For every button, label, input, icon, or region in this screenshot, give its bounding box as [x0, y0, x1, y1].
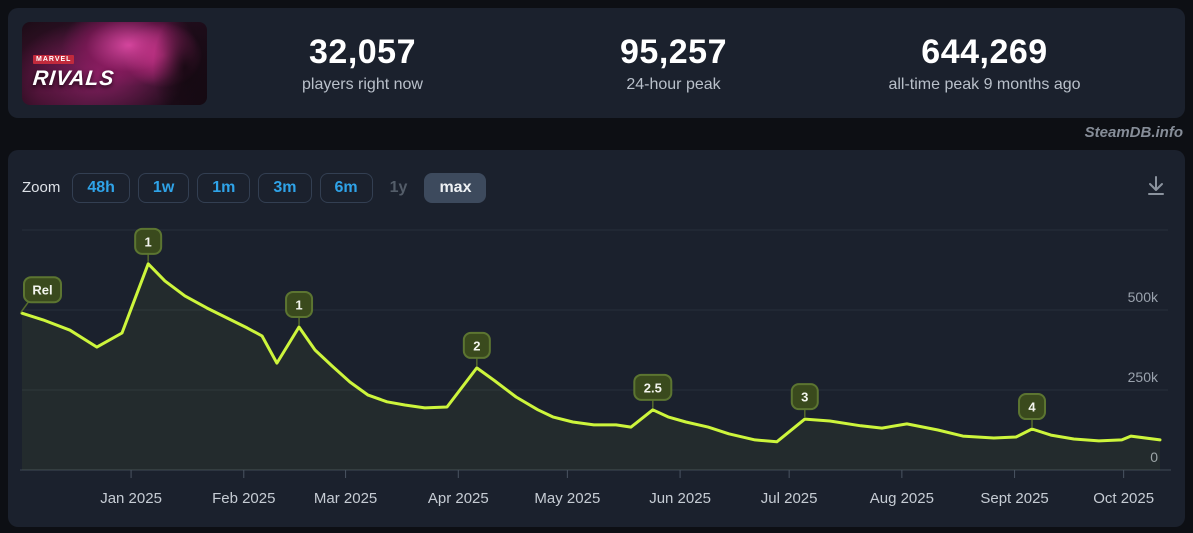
annotation-flag-3[interactable]: 3	[790, 383, 819, 418]
x-axis-label: Oct 2025	[1093, 490, 1154, 507]
chart-toolbar: Zoom 48h 1w 1m 3m 6m 1y max	[22, 171, 1171, 204]
alltime-peak-label: all-time peak 9 months ago	[888, 75, 1081, 93]
y-axis-label: 0	[1150, 449, 1158, 465]
24h-peak-value: 95,257	[620, 32, 727, 71]
svg-text:3: 3	[801, 390, 808, 405]
x-axis-label: Apr 2025	[428, 490, 489, 507]
rivals-logo-text: RIVALS	[31, 66, 116, 90]
svg-text:1: 1	[295, 297, 302, 312]
current-players-value: 32,057	[309, 32, 416, 71]
download-icon	[1148, 176, 1164, 195]
svg-text:2.5: 2.5	[644, 380, 662, 395]
player-count-area	[22, 263, 1160, 470]
annotation-flag-1[interactable]: 1	[285, 290, 314, 325]
steamdb-watermark: SteamDB.info	[1084, 124, 1183, 141]
svg-text:1: 1	[145, 234, 152, 249]
player-count-line	[20, 262, 1162, 444]
annotation-flag-4[interactable]: 4	[1018, 393, 1047, 428]
zoom-range-1m[interactable]: 1m	[197, 172, 251, 203]
zoom-label: Zoom	[22, 179, 61, 196]
x-axis-label: Sept 2025	[980, 490, 1048, 507]
annotation-flag-rel[interactable]: Rel	[20, 276, 62, 313]
y-axis-label: 500k	[1128, 289, 1159, 305]
zoom-range-max[interactable]: max	[424, 172, 487, 203]
svg-text:2: 2	[473, 338, 480, 353]
stat-current-players: 32,057 players right now	[207, 33, 518, 94]
24h-peak-label: 24-hour peak	[626, 75, 721, 93]
x-axis-label: May 2025	[534, 490, 600, 507]
annotation-flag-2.5[interactable]: 2.5	[633, 373, 673, 408]
x-axis-label: Feb 2025	[212, 490, 275, 507]
current-players-label: players right now	[302, 75, 423, 93]
player-count-chart-svg[interactable]: Jan 2025 Feb 2025 Mar 2025 Apr 2025 May 2025…	[8, 150, 1185, 527]
zoom-range-48h[interactable]: 48h	[72, 172, 130, 203]
download-chart-button[interactable]	[1141, 171, 1171, 204]
annotation-flag-1[interactable]: 1	[134, 227, 163, 262]
annotation-flag-2[interactable]: 2	[462, 331, 491, 366]
stat-alltime-peak: 644,269 all-time peak 9 months ago	[829, 33, 1140, 94]
zoom-range-6m[interactable]: 6m	[319, 172, 373, 203]
y-axis-label: 250k	[1128, 369, 1159, 385]
stat-24h-peak: 95,257 24-hour peak	[518, 33, 829, 94]
game-logo: MARVEL RIVALS	[31, 48, 116, 91]
zoom-range-1y: 1y	[381, 173, 417, 203]
player-count-chart[interactable]: Jan 2025 Feb 2025 Mar 2025 Apr 2025 May 2025…	[8, 150, 1185, 527]
game-banner[interactable]: MARVEL RIVALS	[22, 21, 207, 105]
x-axis-label: Mar 2025	[314, 490, 377, 507]
x-axis-label: Jul 2025	[761, 490, 818, 507]
zoom-range-3m[interactable]: 3m	[258, 172, 312, 203]
svg-text:Rel: Rel	[32, 283, 52, 298]
zoom-range-1w[interactable]: 1w	[137, 172, 190, 203]
svg-text:4: 4	[1028, 400, 1036, 415]
alltime-peak-value: 644,269	[921, 32, 1048, 71]
x-axis-label: Jan 2025	[100, 490, 162, 507]
x-axis-label: Jun 2025	[649, 490, 711, 507]
marvel-logo-text: MARVEL	[33, 54, 75, 64]
stats-header-panel: MARVEL RIVALS 32,057 players right now 9…	[8, 8, 1185, 118]
chart-panel: Jan 2025 Feb 2025 Mar 2025 Apr 2025 May 2025…	[8, 150, 1185, 527]
x-axis-label: Aug 2025	[870, 490, 934, 507]
stats-row: 32,057 players right now 95,257 24-hour …	[207, 33, 1185, 94]
